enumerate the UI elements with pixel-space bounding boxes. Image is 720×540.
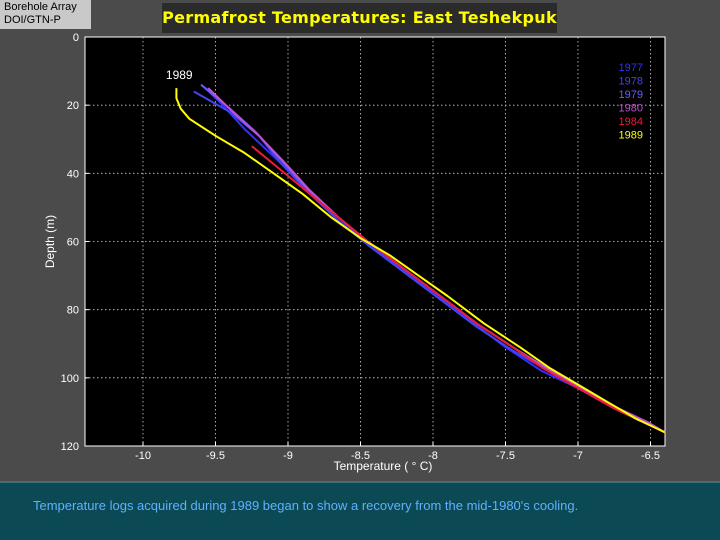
x-tick-label: -9.5 [206, 450, 225, 462]
caption-band: Temperature logs acquired during 1989 be… [0, 481, 720, 540]
x-axis-label: Temperature ( ° C) [334, 459, 433, 473]
x-tick-label: -7 [573, 450, 583, 462]
series-line-1989 [175, 88, 666, 434]
axis-labels: -10 -9.5 -9 -8.5 -8 -7.5 -7 -6.5 0 20 40 60 80 100 120… [43, 32, 660, 473]
x-tick-label: -6.5 [641, 450, 660, 462]
y-tick-label: 120 [61, 441, 79, 453]
legend-entry-1989: 1989 [619, 130, 643, 142]
y-axis-label: Depth (m) [43, 215, 57, 268]
y-tick-label: 0 [73, 32, 79, 44]
axes-frame [84, 36, 666, 447]
legend-entry-1979: 1979 [619, 89, 643, 101]
x-tick-label: -9 [283, 450, 293, 462]
chart-title: Permafrost Temperatures: East Teshekpuk [162, 3, 557, 33]
caption-text: Temperature logs acquired during 1989 be… [33, 498, 579, 513]
y-tick-label: 100 [61, 373, 79, 385]
y-tick-label: 40 [67, 168, 79, 180]
y-tick-label: 20 [67, 100, 79, 112]
legend-entry-1977: 1977 [619, 62, 643, 74]
x-tick-label: -8.5 [351, 450, 370, 462]
badge-line-1: Borehole Array [4, 1, 77, 13]
axes [84, 36, 666, 447]
x-tick-label: -10 [135, 450, 151, 462]
x-tick-label: -8 [428, 450, 438, 462]
badge-line-2: DOI/GTN-P [4, 14, 61, 26]
y-tick-label: 80 [67, 305, 79, 317]
y-tick-label: 60 [67, 237, 79, 249]
annotation-label: 1989 [166, 68, 193, 82]
x-tick-label: -7.5 [496, 450, 515, 462]
legend-entry-1980: 1980 [619, 103, 643, 115]
series-line-1984 [251, 145, 666, 434]
source-badge: Borehole Array DOI/GTN-P [0, 0, 91, 29]
legend-entry-1978: 1978 [619, 76, 643, 88]
legend-entry-1984: 1984 [619, 116, 643, 128]
series-lines [175, 83, 666, 434]
